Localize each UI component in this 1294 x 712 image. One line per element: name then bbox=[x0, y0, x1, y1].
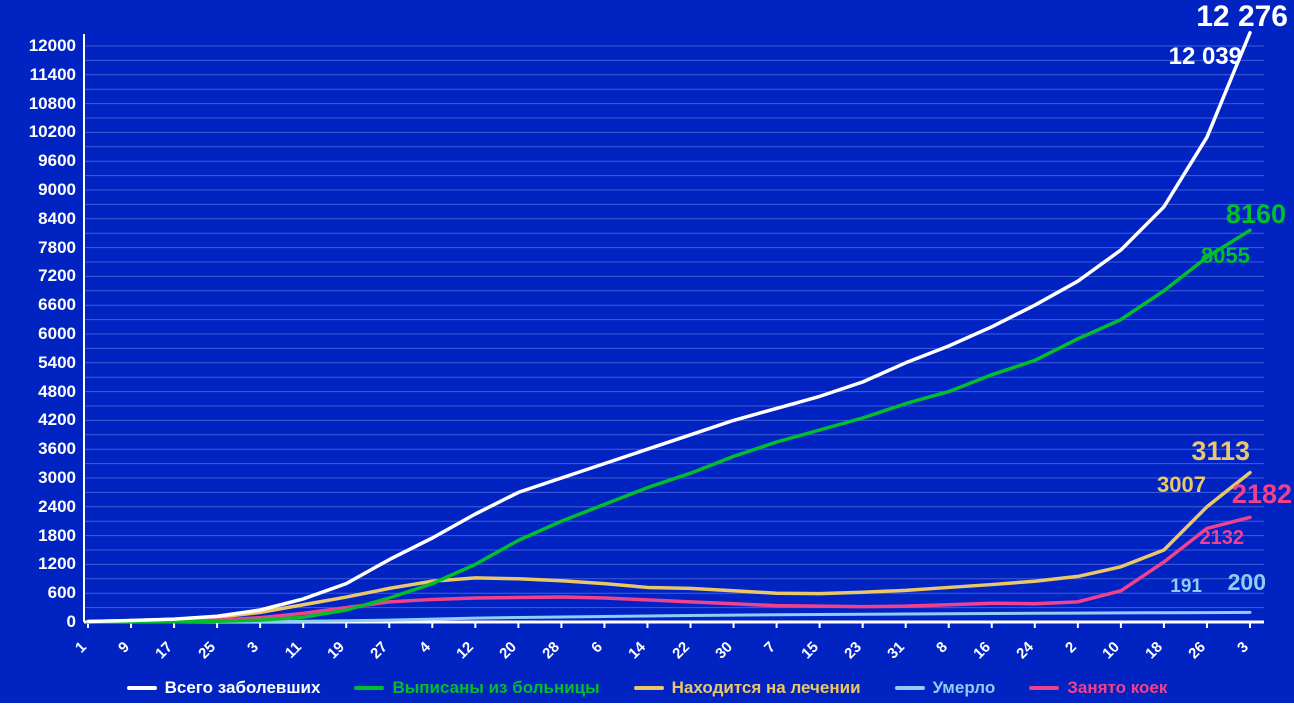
legend-item-treatment: Находится на лечении bbox=[633, 678, 861, 698]
annotation-discharged-previous: 8055 bbox=[1201, 243, 1250, 268]
y-tick-label: 3600 bbox=[38, 439, 76, 459]
legend-swatch-treatment bbox=[633, 686, 664, 690]
y-tick-label: 2400 bbox=[38, 496, 76, 516]
y-tick-label: 12000 bbox=[28, 36, 76, 55]
series-line-discharged bbox=[86, 228, 1252, 624]
legend-item-discharged: Выписаны из больницы bbox=[354, 678, 600, 698]
y-tick-label: 10200 bbox=[28, 122, 76, 142]
y-tick-label: 4800 bbox=[38, 381, 76, 401]
legend-label-total: Всего заболевших bbox=[164, 678, 321, 697]
bottom-strip bbox=[0, 703, 1294, 712]
y-tick-label: 9600 bbox=[38, 151, 76, 171]
y-tick-label: 10800 bbox=[28, 93, 76, 113]
legend-label-discharged: Выписаны из больницы bbox=[392, 678, 600, 697]
legend-swatch-beds bbox=[1029, 686, 1060, 690]
legend-item-total: Всего заболевших bbox=[126, 678, 321, 698]
y-tick-label: 3000 bbox=[38, 468, 76, 487]
legend-swatch-total bbox=[126, 686, 157, 690]
y-tick-label: 5400 bbox=[38, 352, 76, 372]
legend: Всего заболевших Выписаны из больницы Нахо… bbox=[0, 678, 1294, 698]
y-tick-label: 1200 bbox=[38, 554, 76, 574]
annotation-total-current: 12 276 bbox=[1196, 0, 1288, 33]
legend-label-treatment: Находится на лечении bbox=[671, 678, 861, 697]
annotation-discharged-current: 8160 bbox=[1225, 199, 1286, 229]
y-tick-label: 6600 bbox=[38, 295, 76, 315]
legend-swatch-discharged bbox=[354, 686, 385, 690]
legend-item-died: Умерло bbox=[894, 678, 996, 698]
series-line-died bbox=[86, 610, 1252, 624]
annotation-beds-current: 2182 bbox=[1231, 479, 1292, 509]
y-tick-label: 7800 bbox=[38, 237, 76, 257]
legend-item-beds: Занято коек bbox=[1029, 678, 1167, 698]
y-tick-label: 11400 bbox=[29, 64, 76, 84]
y-tick-label: 4200 bbox=[38, 410, 76, 430]
y-tick-label: 0 bbox=[66, 612, 76, 631]
legend-label-died: Умерло bbox=[932, 678, 996, 697]
legend-label-beds: Занято коек bbox=[1067, 678, 1168, 697]
annotation-died-current: 200 bbox=[1227, 569, 1266, 595]
y-tick-label: 1800 bbox=[38, 525, 76, 545]
series-line-treatment bbox=[86, 470, 1252, 624]
y-tick-label: 7200 bbox=[38, 266, 76, 286]
annotation-beds-previous: 2132 bbox=[1199, 527, 1245, 549]
annotation-treatment-current: 3113 bbox=[1191, 436, 1250, 466]
y-tick-label: 9000 bbox=[38, 180, 76, 199]
series-line-beds bbox=[86, 515, 1252, 624]
annotation-died-previous: 191 bbox=[1170, 576, 1202, 597]
series-line-total bbox=[86, 31, 1252, 624]
annotation-total-previous: 12 039 bbox=[1168, 43, 1242, 70]
y-tick-label: 6000 bbox=[38, 324, 76, 343]
legend-swatch-died bbox=[894, 686, 925, 690]
annotation-treatment-previous: 3007 bbox=[1157, 472, 1206, 497]
y-tick-label: 8400 bbox=[38, 208, 76, 228]
y-tick-label: 600 bbox=[47, 583, 76, 603]
